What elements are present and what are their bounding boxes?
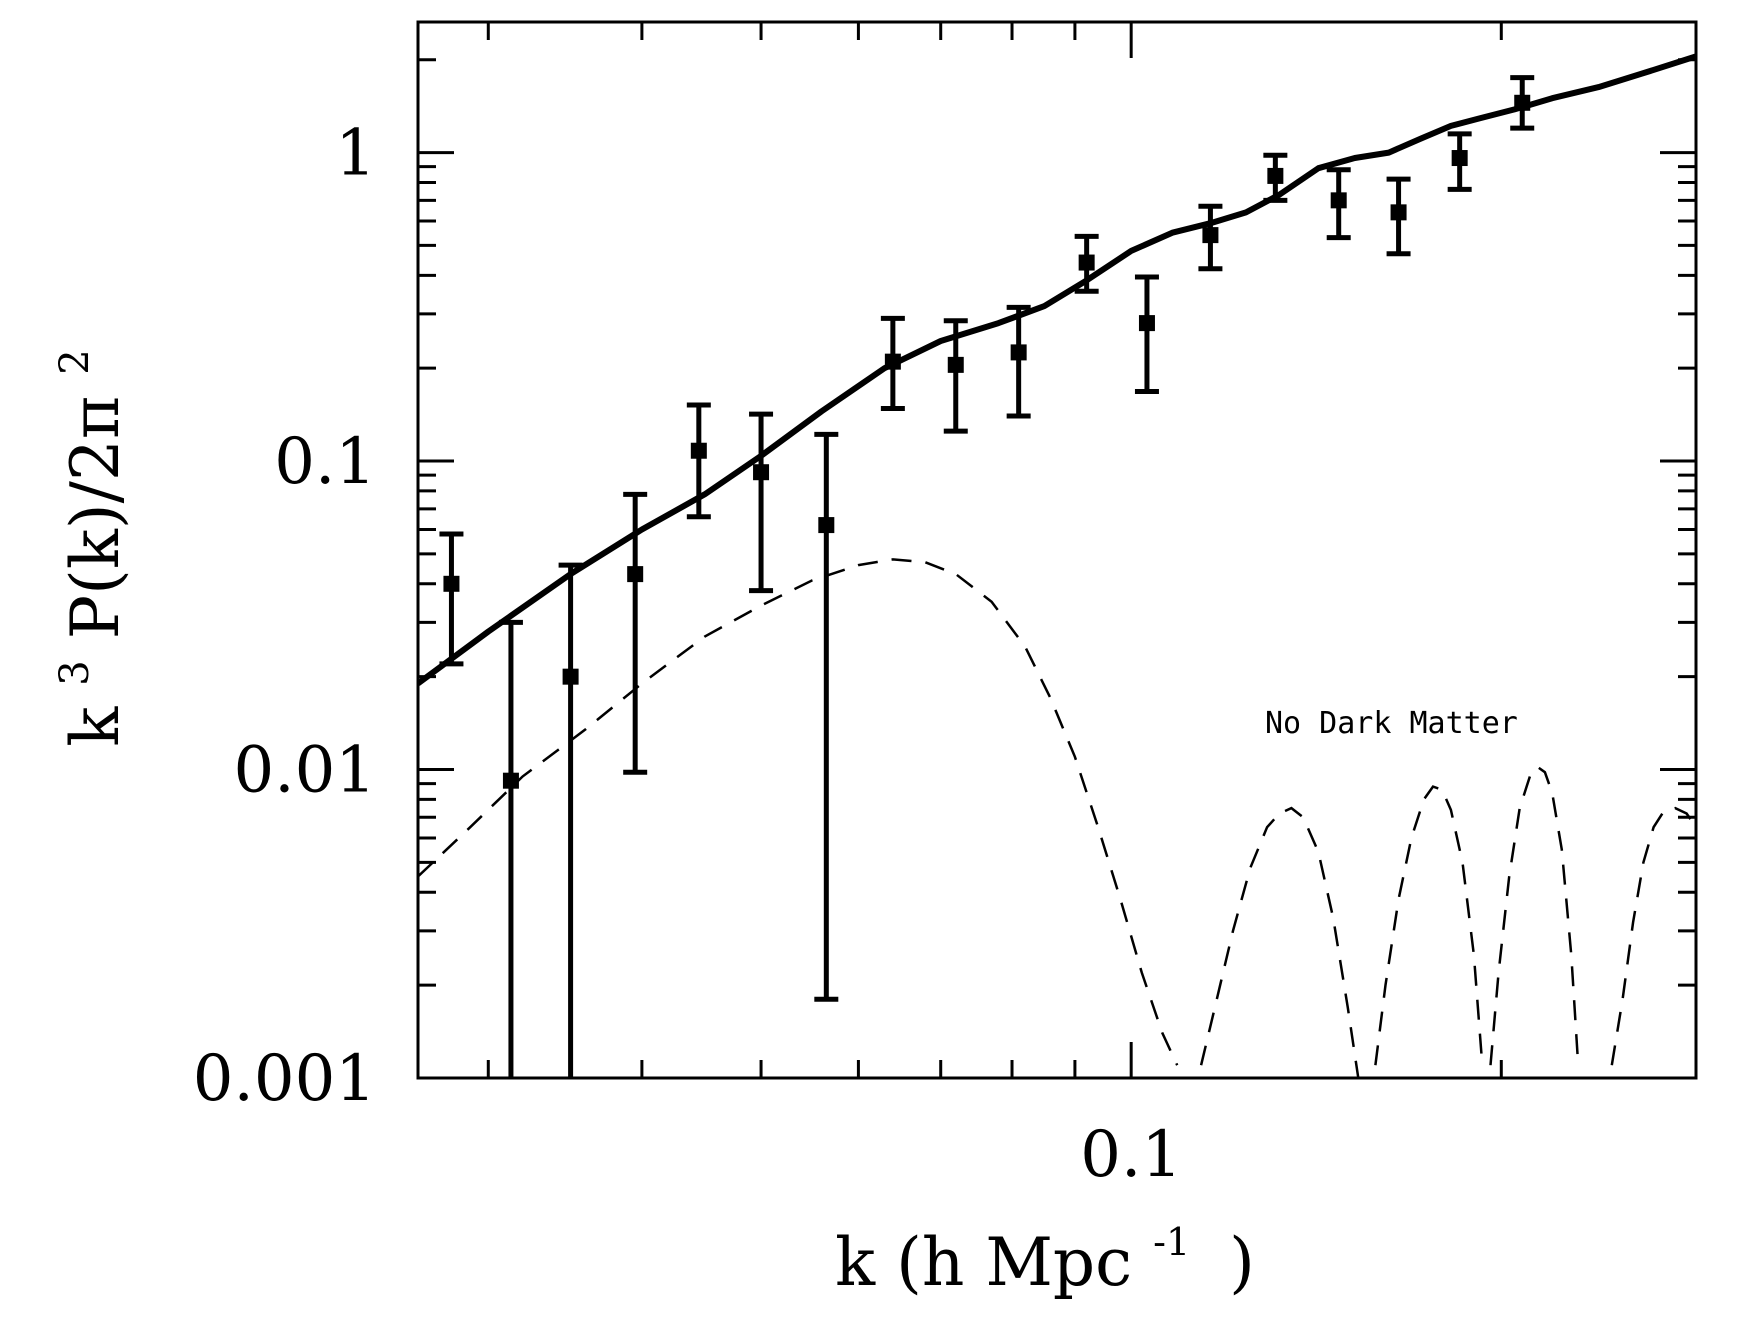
- data-point: [1390, 204, 1407, 221]
- no-dark-matter-curve-segment: [1489, 765, 1580, 1066]
- no-dark-matter-curve-segment: [1610, 806, 1696, 1066]
- y-axis-label-superscript: 3: [52, 660, 98, 685]
- x-axis-label-main: k (h Mpc: [835, 1224, 1132, 1301]
- model-curve-solid: [418, 53, 1696, 686]
- x-axis-label: k (h Mpc -1 ): [835, 1194, 1255, 1301]
- data-point: [562, 668, 579, 685]
- data-point: [884, 353, 901, 370]
- y-axis-label-superscript-2: 2: [52, 349, 98, 374]
- data-point: [1138, 315, 1155, 332]
- ticks: 0.1 0.001 0.01 0.1 1: [193, 22, 1696, 1192]
- curves: [418, 53, 1696, 1078]
- data-point: [1267, 167, 1284, 184]
- data-point: [1514, 94, 1531, 111]
- data-point: [1451, 150, 1468, 167]
- data-point: [1330, 192, 1347, 209]
- x-axis-label-close: ): [1229, 1224, 1255, 1301]
- data-point: [1010, 344, 1027, 361]
- no-dark-matter-curve-segment: [1199, 806, 1360, 1078]
- points-clipped: [439, 75, 1535, 1078]
- y-tick-label: 1: [335, 117, 376, 191]
- data-point: [1202, 227, 1219, 244]
- data-point: [753, 464, 770, 481]
- y-axis-label: k 3 P(k)/2π 2: [27, 349, 134, 746]
- y-tick-label: 0.001: [193, 1042, 376, 1116]
- data-points: [439, 75, 1535, 1078]
- curves-clipped: [418, 53, 1696, 1078]
- data-point: [947, 356, 964, 373]
- y-axis-label-middle: P(k)/2π: [57, 396, 134, 640]
- data-point: [627, 566, 644, 583]
- no-dark-matter-curve-segment: [418, 558, 1179, 1066]
- data-point: [818, 517, 835, 534]
- y-tick-label: 0.01: [234, 734, 377, 808]
- plot-frame: [416, 20, 1698, 1080]
- y-tick-label: 0.1: [274, 425, 376, 499]
- no-dark-matter-curve-segment: [1374, 785, 1484, 1066]
- y-axis-label-k: k: [57, 706, 134, 747]
- data-point: [502, 772, 519, 789]
- x-tick-label: 0.1: [1080, 1118, 1182, 1192]
- data-point: [690, 442, 707, 459]
- data-point: [443, 575, 460, 592]
- x-axis-label-superscript: -1: [1153, 1220, 1190, 1264]
- axes: [416, 20, 1698, 1080]
- data-point: [1078, 254, 1095, 271]
- annotation-no-dark-matter: No Dark Matter: [1265, 706, 1518, 741]
